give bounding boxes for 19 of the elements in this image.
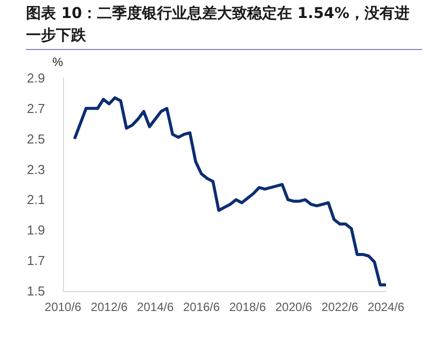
y-tick-label: 2.9	[26, 70, 45, 86]
chart-title: 图表 10：二季度银行业息差大致稳定在 1.54%，没有进一步下跌	[26, 2, 422, 50]
x-tick-label: 2022/6	[322, 300, 359, 314]
y-tick-label: 2.7	[26, 100, 45, 116]
y-tick-label: 1.5	[26, 284, 45, 298]
x-tick-label: 2016/6	[183, 300, 220, 314]
line-series	[73, 96, 388, 286]
x-tick-label: 2014/6	[136, 300, 174, 314]
x-tick-label: 2010/6	[44, 300, 82, 314]
x-tick-label: 2018/6	[229, 300, 266, 314]
y-axis-title: %	[52, 55, 64, 69]
y-tick-label: 2.5	[26, 131, 45, 146]
y-tick-label: 2.1	[26, 192, 45, 208]
y-tick-label: 1.9	[26, 222, 45, 238]
x-tick-label: 2012/6	[90, 300, 128, 314]
x-tick-label: 2020/6	[275, 300, 312, 314]
y-tick-label: 1.7	[26, 253, 45, 268]
x-tick-label: 2024/6	[368, 300, 405, 314]
y-tick-label: 2.3	[26, 162, 45, 177]
